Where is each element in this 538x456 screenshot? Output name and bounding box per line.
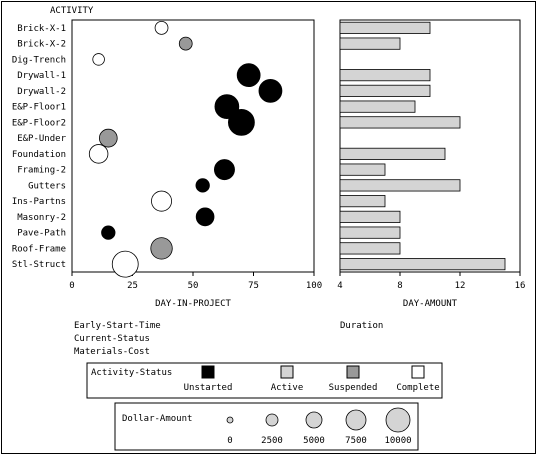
duration-bar [339,226,401,239]
duration-bar [339,84,431,97]
scatter-x-tick-label: 25 [127,281,138,291]
bubble-point [92,53,105,66]
row-label: E&P-Floor2 [12,118,66,128]
status-swatch [280,365,294,379]
row-label: Framing-2 [17,166,66,176]
scatter-x-tick-label: 75 [248,281,259,291]
scatter-x-axis-label: DAY-IN-PROJECT [155,299,231,309]
bar-x-tick-label: 16 [515,281,526,291]
bar-x-tick-label: 12 [455,281,466,291]
scatter-x-tick-label: 0 [69,281,74,291]
status-legend-box [86,362,443,399]
row-label: Brick-X-2 [17,40,66,50]
duration-bar [339,147,446,160]
duration-bar [339,242,401,255]
bubble-point [98,128,118,148]
duration-bar [339,210,401,223]
status-label: Unstarted [184,383,233,393]
duration-bar [339,116,461,129]
bar-x-axis-label: DAY-AMOUNT [403,299,458,309]
dollar-size-label: 7500 [345,436,367,446]
row-label: Drywall-2 [17,87,66,97]
bubble-point [111,250,139,278]
note-duration: Duration [340,321,383,331]
note-materials-cost: Materials-Cost [74,347,150,357]
dollar-size-circle [385,407,411,433]
duration-bar [339,179,461,192]
activity-axis-title: ACTIVITY [50,6,94,16]
dollar-size-label: 10000 [384,436,411,446]
status-label: Complete [396,383,439,393]
bubble-point [258,78,283,103]
duration-bar [339,195,386,208]
status-swatch [201,365,215,379]
duration-bar [339,100,416,113]
row-label: Roof-Frame [12,244,66,254]
bar-x-tick-label: 4 [337,281,342,291]
dollar-legend-title: Dollar-Amount [122,414,192,424]
row-label: Pave-Path [17,229,66,239]
row-label: Brick-X-1 [17,24,66,34]
bubble-point [88,144,109,164]
bubble-point [227,108,255,136]
row-label: Gutters [28,181,66,191]
row-label: E&P-Floor1 [12,103,66,113]
status-label: Active [271,383,304,393]
status-swatch [346,365,360,379]
row-label: Masonry-2 [17,213,66,223]
row-label: Stl-Struct [12,260,66,270]
scatter-x-tick-label: 100 [306,281,322,291]
dollar-size-label: 0 [227,436,232,446]
bubble-point [236,63,261,88]
bubble-point [178,36,193,51]
dollar-size-circle [345,409,367,431]
dollar-size-circle [226,416,234,424]
dollar-size-circle [305,411,323,429]
duration-bar [339,258,506,271]
status-legend-title: Activity-Status [91,368,172,378]
status-label: Suspended [329,383,378,393]
row-label: Dig-Trench [12,55,66,65]
row-label: Drywall-1 [17,71,66,81]
duration-bar [339,21,431,34]
bubble-point [154,21,169,35]
dollar-size-circle [265,413,279,427]
bubble-point [150,237,173,260]
status-swatch [411,365,425,379]
row-label: E&P-Under [17,134,66,144]
row-label: Foundation [12,150,66,160]
dollar-size-label: 5000 [303,436,325,446]
bubble-point [195,178,210,193]
bar-x-tick-label: 8 [397,281,402,291]
bubble-point [101,225,116,240]
duration-bar [339,37,401,50]
dollar-size-label: 2500 [261,436,283,446]
scatter-x-tick-label: 50 [188,281,199,291]
bubble-point [195,207,215,227]
dollar-legend-box [114,402,419,451]
bubble-point [213,159,235,181]
bubble-point [151,190,173,212]
row-label: Ins-Partns [12,197,66,207]
duration-bar [339,163,386,176]
note-current-status: Current-Status [74,334,150,344]
duration-bar [339,69,431,82]
bar-plot-frame [339,19,521,273]
note-early-start-time: Early-Start-Time [74,321,161,331]
